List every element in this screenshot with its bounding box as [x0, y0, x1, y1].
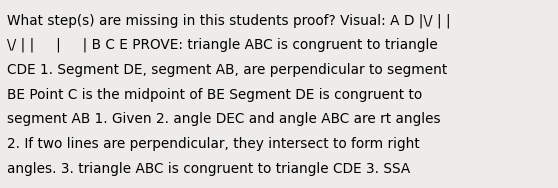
Text: 2. If two lines are perpendicular, they intersect to form right: 2. If two lines are perpendicular, they … — [7, 137, 420, 151]
Text: \/ | |     |     | B C E PROVE: triangle ABC is congruent to triangle: \/ | | | | B C E PROVE: triangle ABC is … — [7, 38, 437, 52]
Text: What step(s) are missing in this students proof? Visual: A D |\/ | |: What step(s) are missing in this student… — [7, 13, 450, 28]
Text: BE Point C is the midpoint of BE Segment DE is congruent to: BE Point C is the midpoint of BE Segment… — [7, 88, 422, 102]
Text: segment AB 1. Given 2. angle DEC and angle ABC are rt angles: segment AB 1. Given 2. angle DEC and ang… — [7, 112, 440, 126]
Text: CDE 1. Segment DE, segment AB, are perpendicular to segment: CDE 1. Segment DE, segment AB, are perpe… — [7, 63, 447, 77]
Text: angles. 3. triangle ABC is congruent to triangle CDE 3. SSA: angles. 3. triangle ABC is congruent to … — [7, 162, 410, 176]
